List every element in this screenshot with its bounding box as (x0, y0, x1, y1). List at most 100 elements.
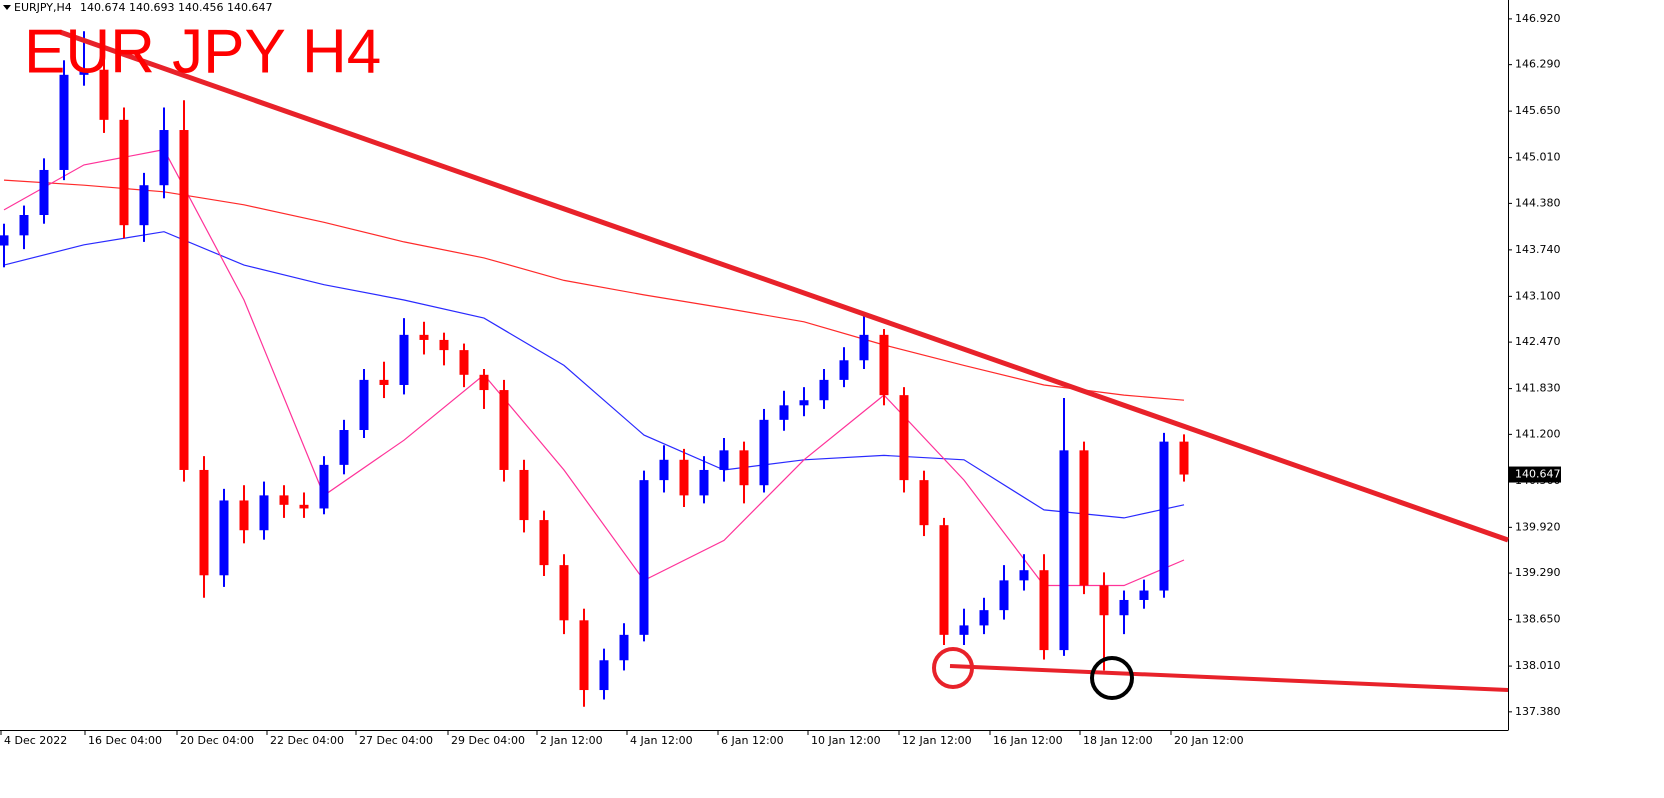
candle-body (1039, 570, 1049, 651)
x-tick-label: 20 Dec 04:00 (180, 734, 254, 747)
support-line (949, 664, 1509, 692)
candle-body (519, 469, 529, 521)
candle-body (999, 580, 1009, 611)
y-tick-label: 143.740 (1515, 243, 1561, 256)
candle-body (119, 119, 129, 226)
candle-body (439, 339, 449, 351)
candle-body (779, 405, 789, 420)
last-price-box (1509, 466, 1561, 483)
candle-body (599, 660, 609, 691)
candle-body (1019, 570, 1029, 581)
y-tick-label: 145.010 (1515, 151, 1561, 164)
candle-body (359, 379, 369, 431)
trend-line (59, 29, 1509, 543)
candle-body (1159, 441, 1169, 591)
chart-title: EUR JPY H4 (24, 17, 381, 86)
candle-body (319, 464, 329, 509)
candle-body (499, 390, 509, 470)
candle-body (339, 430, 349, 465)
candle-body (59, 74, 69, 170)
x-tick-label: 18 Jan 12:00 (1083, 734, 1153, 747)
candle-body (739, 450, 749, 486)
annotations (59, 29, 1509, 700)
candles (0, 31, 1189, 707)
candle-body (799, 400, 809, 406)
menu-triangle (3, 5, 11, 10)
candle-body (299, 504, 309, 509)
candle-body (979, 610, 989, 626)
quote: 140.674 140.693 140.456 140.647 (80, 1, 272, 14)
candle-body (19, 215, 29, 236)
candle-body (1079, 450, 1089, 586)
x-tick-label: 20 Jan 12:00 (1174, 734, 1244, 747)
candle-body (959, 625, 969, 635)
moving-average (3, 231, 1185, 519)
y-tick-label: 145.650 (1515, 104, 1561, 117)
y-tick-label: 141.830 (1515, 382, 1561, 395)
marker-circle (1090, 656, 1134, 700)
x-tick-label: 22 Dec 04:00 (270, 734, 344, 747)
candle-body (219, 500, 229, 576)
candle-body (99, 69, 109, 120)
candle-body (199, 469, 209, 576)
candle-body (79, 69, 89, 75)
labels: EURJPY,H4 140.674 140.693 140.456 140.64… (3, 1, 1561, 747)
y-tick-label: 139.920 (1515, 520, 1561, 533)
candle-body (939, 525, 949, 635)
candle-body (559, 565, 569, 621)
y-tick-label: 144.380 (1515, 196, 1561, 209)
candle-body (1099, 585, 1109, 616)
x-tick-label: 10 Jan 12:00 (811, 734, 881, 747)
x-tick-label: 2 Jan 12:00 (540, 734, 603, 747)
candle-body (1139, 590, 1149, 600)
candle-body (419, 334, 429, 340)
candle-body (879, 334, 889, 396)
candle-body (239, 500, 249, 531)
x-tick-label: 16 Jan 12:00 (993, 734, 1063, 747)
x-tick-label: 16 Dec 04:00 (88, 734, 162, 747)
candle-body (399, 334, 409, 385)
moving-average (3, 148, 1185, 587)
symbol: EURJPY,H4 (14, 1, 72, 14)
candle-body (159, 130, 169, 186)
last-price-label: 140.647 (1515, 468, 1561, 481)
candle-body (839, 360, 849, 380)
candle-body (659, 459, 669, 481)
candle-body (759, 419, 769, 486)
x-tick-label: 12 Jan 12:00 (902, 734, 972, 747)
y-tick-label: 137.380 (1515, 705, 1561, 718)
moving-averages (3, 148, 1185, 587)
x-tick-label: 27 Dec 04:00 (359, 734, 433, 747)
candle-body (39, 169, 49, 216)
candle-body (859, 334, 869, 361)
x-tick-label: 6 Jan 12:00 (721, 734, 784, 747)
y-tick-label: 139.290 (1515, 566, 1561, 579)
marker-circle (932, 647, 974, 689)
candle-body (619, 634, 629, 661)
candle-body (379, 379, 389, 385)
y-tick-label: 138.010 (1515, 659, 1561, 672)
candle-body (639, 480, 649, 635)
candle-body (679, 459, 689, 496)
candle-body (139, 185, 149, 226)
candle-body (699, 469, 709, 496)
x-tick-label: 4 Jan 12:00 (630, 734, 693, 747)
y-tick-label: 142.470 (1515, 335, 1561, 348)
candle-body (1059, 450, 1069, 651)
y-tick-label: 141.200 (1515, 427, 1561, 440)
y-tick-label: 146.920 (1515, 12, 1561, 25)
candle-body (279, 495, 289, 505)
candle-body (579, 620, 589, 691)
candle-body (719, 450, 729, 470)
candle-body (1119, 599, 1129, 616)
candle-body (479, 374, 489, 391)
moving-average (3, 179, 1185, 401)
candle-body (259, 495, 269, 531)
candle-body (1179, 441, 1189, 475)
y-tick-label: 138.650 (1515, 613, 1561, 626)
candle-body (899, 395, 909, 481)
x-tick-label: 4 Dec 2022 (4, 734, 67, 747)
y-tick-label: 143.100 (1515, 289, 1561, 302)
